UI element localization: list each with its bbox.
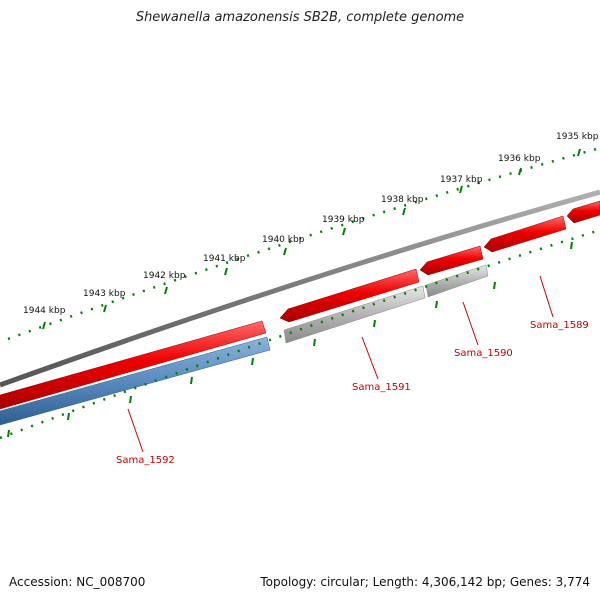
map-title: Shewanella amazonensis SB2B, complete ge… <box>135 10 465 25</box>
gene-arrow-forward <box>566 200 600 224</box>
gene-arrow-forward <box>0 320 267 410</box>
inner-major-ticks <box>7 241 573 438</box>
scale-labels: 1935 kbp 1936 kbp 1937 kbp 1938 kbp 1939… <box>23 132 599 316</box>
gene-arrow-forward <box>279 268 420 323</box>
scale-label: 1944 kbp <box>23 306 66 316</box>
outer-major-ticks <box>42 148 581 330</box>
scale-label: 1940 kbp <box>262 235 305 245</box>
gene-arrow-forward <box>483 215 567 253</box>
gene-arrow-forward <box>419 245 484 276</box>
genome-summary-text: Topology: circular; Length: 4,306,142 bp… <box>260 575 590 589</box>
genome-backbone <box>0 189 600 388</box>
forward-genes <box>0 200 600 410</box>
gene-bar-reverse-blue <box>0 336 271 426</box>
scale-label: 1938 kbp <box>381 195 424 205</box>
scale-label: 1943 kbp <box>83 289 126 299</box>
scale-label: 1941 kbp <box>203 254 246 264</box>
inner-scale-ring <box>0 228 600 440</box>
gene-leader-lines <box>127 275 554 453</box>
scale-label: 1935 kbp <box>556 132 599 142</box>
gene-bar-reverse-gray <box>283 285 426 344</box>
gene-label: Sama_1589 <box>530 320 589 331</box>
gene-label: Sama_1592 <box>116 455 175 466</box>
reverse-genes <box>0 264 489 426</box>
gene-label: Sama_1590 <box>454 348 513 359</box>
scale-label: 1939 kbp <box>322 215 365 225</box>
gene-bar-reverse-gray <box>425 264 489 298</box>
gene-label: Sama_1591 <box>352 382 411 393</box>
accession-text: Accession: NC_008700 <box>9 575 146 589</box>
scale-label: 1936 kbp <box>498 154 541 164</box>
gene-labels: Sama_1589 Sama_1590 Sama_1591 Sama_1592 <box>116 320 589 466</box>
scale-label: 1937 kbp <box>440 175 483 185</box>
scale-label: 1942 kbp <box>143 271 186 281</box>
